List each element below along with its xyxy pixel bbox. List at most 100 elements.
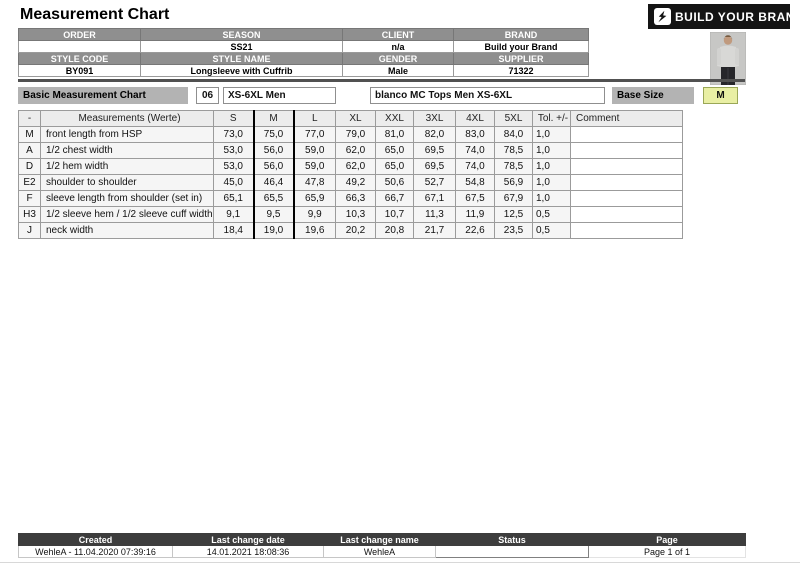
value-5xl: 78,5 [494,158,533,175]
value-m: 46,4 [252,174,295,191]
value-s: 45,0 [213,174,254,191]
col-header-measurements: Measurements (Werte) [40,110,214,127]
tolerance-value: 1,0 [532,126,571,143]
table-row: E2 shoulder to shoulder 45,0 46,4 47,8 4… [18,174,683,191]
col-header-code: - [18,110,41,127]
comment-cell[interactable] [570,126,683,143]
season-label: SEASON [140,28,343,41]
last-change-date-label: Last change date [172,533,324,546]
value-m: 65,5 [252,190,295,207]
comment-cell[interactable] [570,222,683,239]
value-l: 59,0 [293,142,336,159]
row-code: M [18,126,41,143]
status-label: Status [435,533,589,546]
created-label: Created [18,533,173,546]
table-row: M front length from HSP 73,0 75,0 77,0 7… [18,126,683,143]
col-header-3xl: 3XL [413,110,456,127]
table-row: D 1/2 hem width 53,0 56,0 59,0 62,0 65,0… [18,158,683,175]
size-range-field[interactable]: XS-6XL Men [223,87,336,104]
value-5xl: 12,5 [494,206,533,223]
created-value: WehleA - 11.04.2020 07:39:16 [18,545,173,558]
status-value-field[interactable] [435,545,589,558]
style-name-value: Longsleeve with Cuffrib [140,64,343,77]
value-3xl: 21,7 [413,222,456,239]
measurement-name: front length from HSP [40,126,214,143]
value-xxl: 50,6 [375,174,414,191]
table-row: F sleeve length from shoulder (set in) 6… [18,190,683,207]
order-info-table: ORDER SEASON CLIENT BRAND SS21 n/a Build… [18,28,589,77]
value-xxl: 10,7 [375,206,414,223]
value-5xl: 23,5 [494,222,533,239]
value-xl: 62,0 [335,158,376,175]
value-xl: 10,3 [335,206,376,223]
value-s: 53,0 [213,142,254,159]
col-header-m: M [252,110,295,127]
value-xl: 66,3 [335,190,376,207]
comment-cell[interactable] [570,174,683,191]
measurement-name: 1/2 hem width [40,158,214,175]
value-5xl: 67,9 [494,190,533,207]
gender-value: Male [342,64,454,77]
comment-cell[interactable] [570,190,683,207]
value-m: 75,0 [252,126,295,143]
footer-value-row: WehleA - 11.04.2020 07:39:16 14.01.2021 … [18,545,746,558]
row-code: F [18,190,41,207]
comment-cell[interactable] [570,142,683,159]
value-3xl: 69,5 [413,158,456,175]
value-5xl: 56,9 [494,174,533,191]
template-name-field[interactable]: blanco MC Tops Men XS-6XL [370,87,605,104]
basic-measurement-chart-label: Basic Measurement Chart [18,87,188,104]
measurement-name: shoulder to shoulder [40,174,214,191]
col-header-5xl: 5XL [494,110,533,127]
value-xl: 79,0 [335,126,376,143]
value-3xl: 67,1 [413,190,456,207]
product-photo [709,31,747,86]
base-size-value-field[interactable]: M [703,87,738,104]
row-code: E2 [18,174,41,191]
supplier-label: SUPPLIER [453,52,589,65]
value-m: 9,5 [252,206,295,223]
col-header-tol: Tol. +/- [532,110,571,127]
col-header-xxl: XXL [375,110,414,127]
brand-logo: BUILD YOUR BRAND [648,4,800,29]
col-header-s: S [213,110,254,127]
comment-cell[interactable] [570,158,683,175]
value-3xl: 82,0 [413,126,456,143]
last-change-date-value: 14.01.2021 18:08:36 [172,545,324,558]
page-title: Measurement Chart [20,6,170,23]
chart-number-field[interactable]: 06 [196,87,219,104]
style-code-label: STYLE CODE [18,52,141,65]
page-number-value: Page 1 of 1 [588,545,746,558]
value-3xl: 69,5 [413,142,456,159]
section-divider [18,79,745,82]
row-code: J [18,222,41,239]
value-xxl: 81,0 [375,126,414,143]
last-change-name-value: WehleA [323,545,436,558]
tolerance-value: 1,0 [532,174,571,191]
value-l: 19,6 [293,222,336,239]
value-3xl: 52,7 [413,174,456,191]
value-xl: 20,2 [335,222,376,239]
measurement-name: 1/2 chest width [40,142,214,159]
info-value-row: SS21 n/a Build your Brand [18,40,589,53]
info-label-row: ORDER SEASON CLIENT BRAND [18,28,589,41]
bolt-icon [654,8,671,25]
measurement-name: neck width [40,222,214,239]
value-5xl: 84,0 [494,126,533,143]
value-s: 9,1 [213,206,254,223]
brand-value: Build your Brand [453,40,589,53]
page-label: Page [588,533,746,546]
value-4xl: 22,6 [455,222,495,239]
col-header-xl: XL [335,110,376,127]
row-code: D [18,158,41,175]
table-row: J neck width 18,4 19,0 19,6 20,2 20,8 21… [18,222,683,239]
value-4xl: 54,8 [455,174,495,191]
value-s: 18,4 [213,222,254,239]
brand-logo-text: BUILD YOUR BRAND [675,9,800,24]
value-4xl: 74,0 [455,158,495,175]
col-header-comment: Comment [570,110,683,127]
supplier-value: 71322 [453,64,589,77]
comment-cell[interactable] [570,206,683,223]
value-l: 77,0 [293,126,336,143]
order-label: ORDER [18,28,141,41]
